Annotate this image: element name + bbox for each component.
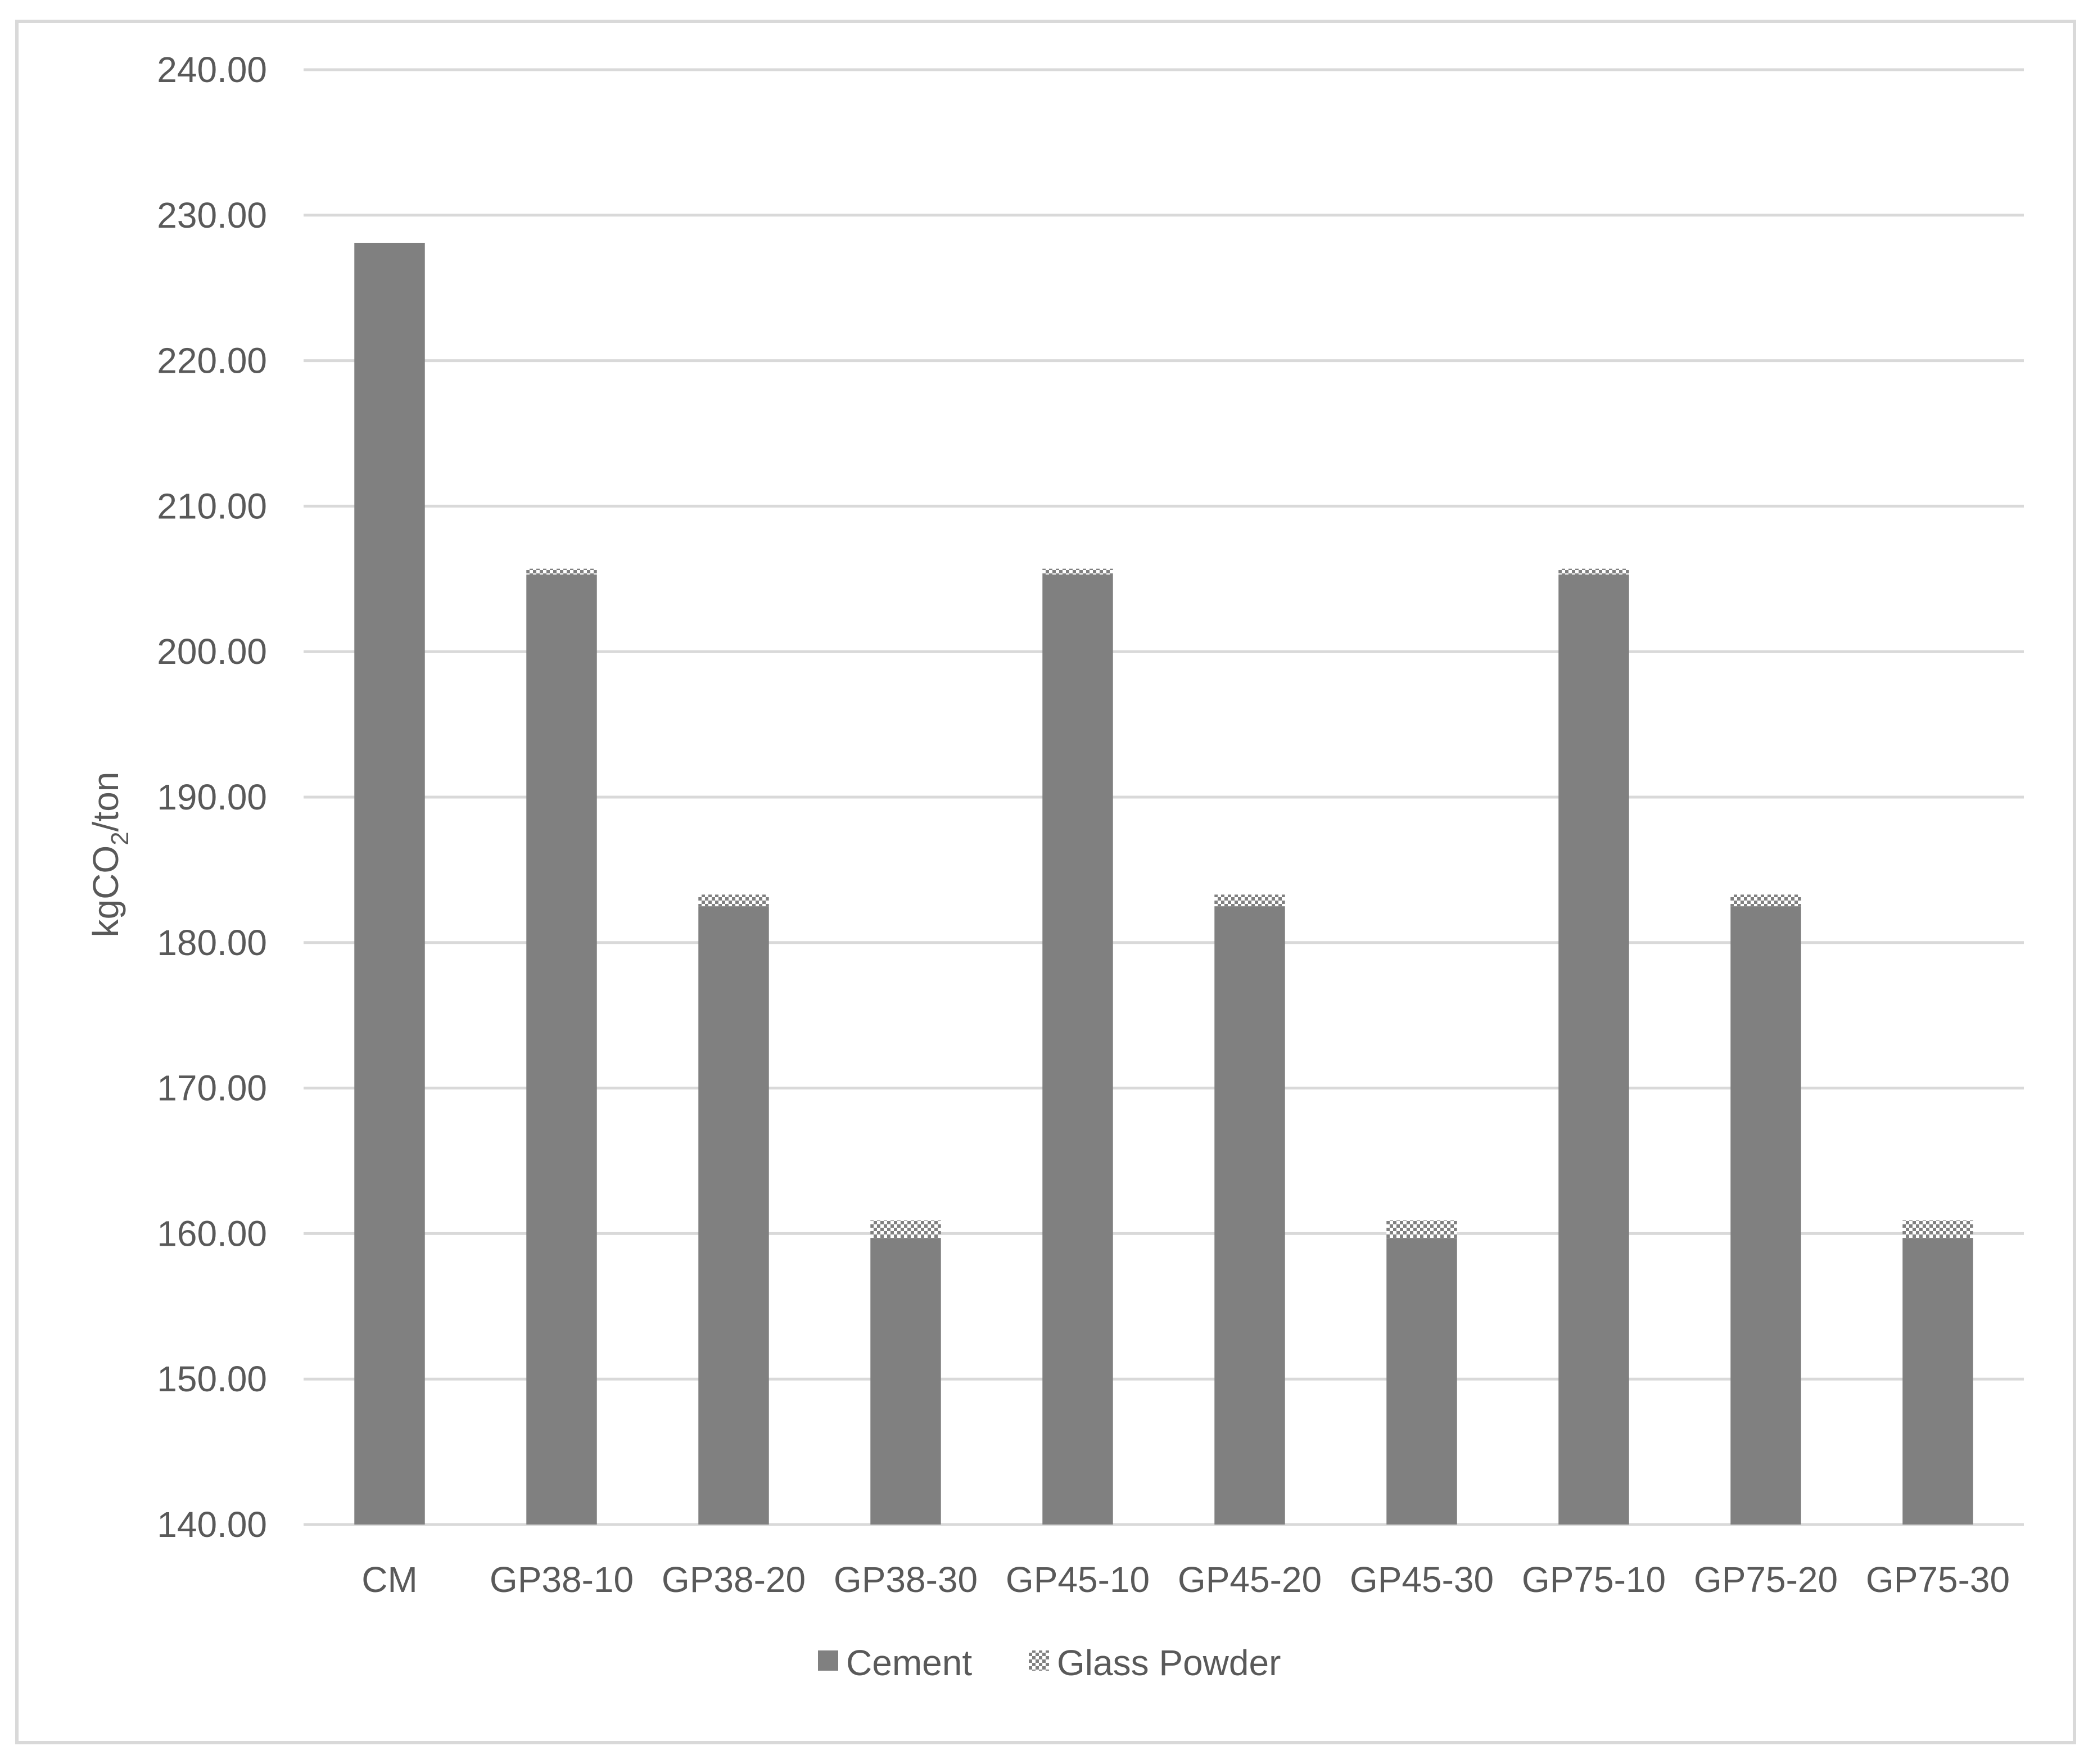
bar-glass-powder xyxy=(1730,894,1801,907)
bar-glass-powder xyxy=(526,568,597,575)
bar-cement xyxy=(1558,575,1629,1525)
y-tick-label: 180.00 xyxy=(157,922,267,963)
y-tick-label: 210.00 xyxy=(157,486,267,526)
y-tick-label: 230.00 xyxy=(157,195,267,236)
x-tick-label: CM xyxy=(361,1559,418,1600)
bar-cement xyxy=(1386,1238,1457,1525)
y-axis-ticks: 140.00 150.00 160.00 170.00 180.00 190.00 200.… xyxy=(157,49,267,1545)
bars xyxy=(354,242,1973,1525)
y-axis-label: kgCO2/ton xyxy=(85,772,134,938)
bar-glass-powder xyxy=(1558,568,1629,575)
y-tick-label: 200.00 xyxy=(157,631,267,672)
x-tick-label: GP75-20 xyxy=(1694,1559,1838,1600)
legend-label: Glass Powder xyxy=(1057,1643,1281,1683)
x-tick-label: GP75-10 xyxy=(1522,1559,1666,1600)
bar-cement xyxy=(870,1238,941,1525)
bar-cement xyxy=(1214,906,1285,1525)
bar-glass-powder xyxy=(1214,894,1285,907)
bar-cement xyxy=(526,575,597,1525)
x-tick-label: GP38-10 xyxy=(490,1559,634,1600)
bar-glass-powder xyxy=(1042,568,1113,575)
x-tick-label: GP38-30 xyxy=(834,1559,978,1600)
bar-cement xyxy=(354,242,425,1525)
bar-cement xyxy=(698,906,769,1525)
y-tick-label: 240.00 xyxy=(157,49,267,90)
bar-cement xyxy=(1902,1238,1973,1525)
legend-swatch-glass-powder xyxy=(1029,1650,1049,1671)
legend: Cement Glass Powder xyxy=(818,1643,1281,1683)
x-tick-label: GP45-10 xyxy=(1006,1559,1150,1600)
y-tick-label: 190.00 xyxy=(157,777,267,817)
bar-glass-powder xyxy=(1902,1220,1973,1238)
x-tick-label: GP75-30 xyxy=(1866,1559,2010,1600)
y-tick-label: 170.00 xyxy=(157,1068,267,1109)
bar-glass-powder xyxy=(870,1220,941,1238)
bar-glass-powder xyxy=(1386,1220,1457,1238)
y-tick-label: 140.00 xyxy=(157,1504,267,1545)
x-axis-labels: CM GP38-10 GP38-20 GP38-30 GP45-10 GP45-20 GP4… xyxy=(361,1559,2010,1600)
legend-label: Cement xyxy=(846,1643,972,1683)
x-tick-label: GP45-30 xyxy=(1350,1559,1494,1600)
legend-swatch-cement xyxy=(818,1650,838,1671)
x-tick-label: GP45-20 xyxy=(1178,1559,1322,1600)
x-tick-label: GP38-20 xyxy=(662,1559,806,1600)
y-tick-label: 160.00 xyxy=(157,1213,267,1254)
y-tick-label: 220.00 xyxy=(157,341,267,381)
bar-cement xyxy=(1042,575,1113,1525)
bar-glass-powder xyxy=(698,894,769,907)
y-tick-label: 150.00 xyxy=(157,1359,267,1399)
bar-cement xyxy=(1730,906,1801,1525)
